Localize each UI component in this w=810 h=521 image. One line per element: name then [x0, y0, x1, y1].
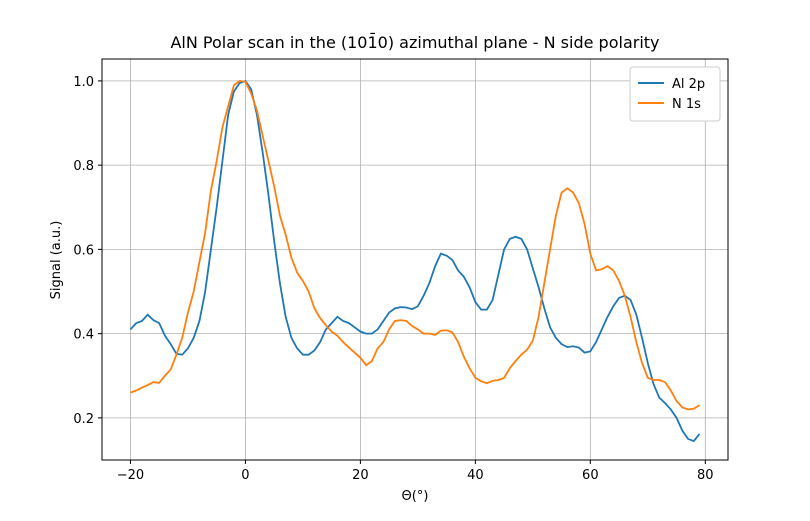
x-tick-label: 60 — [582, 468, 599, 483]
y-tick-label: 0.2 — [73, 412, 94, 427]
plot-frame — [101, 58, 729, 461]
legend-label: Al 2p — [672, 77, 705, 92]
series-line — [129, 79, 701, 443]
y-tick-label: 0.4 — [73, 328, 94, 343]
legend-box — [629, 66, 721, 122]
x-tick-label: 40 — [467, 468, 484, 483]
y-axis-label: Signal (a.u.) — [49, 221, 64, 300]
x-axis-label: Θ(°) — [402, 489, 429, 504]
y-tick-label: 0.6 — [73, 243, 94, 258]
x-tick-label: −20 — [117, 468, 144, 483]
x-tick-label: 80 — [697, 468, 714, 483]
legend-label: N 1s — [672, 97, 701, 112]
chart-title: AlN Polar scan in the (101̄0) azimuthal … — [170, 33, 659, 52]
x-tick-label: 0 — [241, 468, 249, 483]
legend: Al 2p N 1s — [629, 66, 721, 122]
series-line — [130, 79, 701, 411]
y-tick-label: 1.0 — [73, 75, 94, 90]
x-tick-label: 20 — [352, 468, 369, 483]
y-tick-label: 0.8 — [73, 159, 94, 174]
